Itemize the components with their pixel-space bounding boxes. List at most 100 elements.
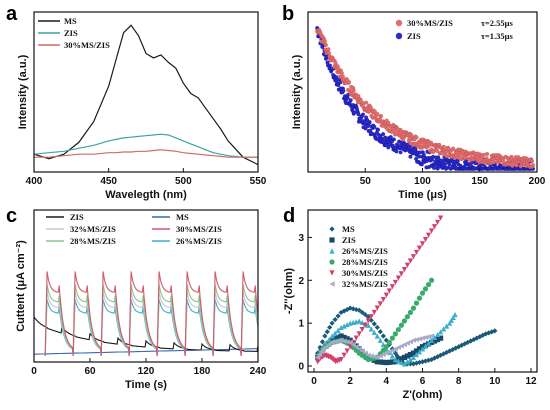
panel-d-point-32-ms-zis: [362, 350, 368, 356]
panel-d-point-ms: [347, 305, 353, 311]
panel-d-point-30-ms-zis: [404, 262, 411, 268]
panel-b-point-zis: [361, 112, 365, 117]
panel-d-point-32-ms-zis: [315, 354, 321, 361]
panel-d-frame: [307, 209, 538, 373]
panel-b-point-zis: [436, 155, 441, 160]
panel-d-point-30-ms-zis: [341, 352, 347, 358]
panel-b-point-30-ms-zis: [327, 51, 331, 56]
panel-d-point-32-ms-zis: [318, 349, 324, 355]
panel-d-point-26-ms-zis: [428, 337, 435, 343]
panel-d-point-ms: [371, 321, 377, 327]
panel-d-point-26-ms-zis: [371, 329, 377, 336]
panel-d-point-26-ms-zis: [419, 346, 426, 352]
panel-b-point-zis: [390, 143, 395, 148]
panel-d-point-30-ms-zis: [368, 314, 374, 320]
panel-d-point-26-ms-zis: [338, 324, 344, 331]
panel-d-point-30-ms-zis: [416, 245, 423, 251]
panel-d-legend-marker: [329, 270, 335, 276]
panel-d-point-30-ms-zis: [338, 356, 344, 363]
panel-b-point-30-ms-zis: [392, 128, 397, 133]
panel-b-point-zis: [348, 98, 353, 103]
panel-b-point-30-ms-zis: [326, 47, 331, 52]
panel-d-point-30-ms-zis: [425, 232, 432, 238]
panel-a-legend-label: MS: [64, 16, 77, 26]
panel-c-legend-label: 28%MS/ZIS: [70, 236, 116, 246]
panel-d-xtick-label: 2: [347, 376, 353, 387]
panel-d-ylabel: -Z''(ohm): [283, 268, 295, 314]
panel-d-point-ms: [450, 346, 456, 353]
panel-d-point-26-ms-zis: [392, 356, 398, 363]
panel-d-point-ms: [431, 355, 438, 361]
panel-d-point-30-ms-zis: [392, 279, 398, 286]
panel-c-series-30-ms-zis: [44, 271, 259, 357]
panel-d-xlabel: Z'(ohm): [403, 389, 443, 401]
panel-a-xtick-label: 550: [250, 176, 267, 187]
panel-b-xlabel: Time (μs): [398, 189, 447, 201]
panel-a-series-ms: [33, 24, 259, 166]
panel-d-point-30-ms-zis: [431, 224, 438, 230]
panel-d-legend-marker: [329, 226, 335, 232]
panel-b-legend-tau: τ=2.55μs: [481, 18, 513, 28]
panel-b-legend-marker: [395, 32, 403, 40]
panel-d-point-32-ms-zis: [371, 354, 377, 360]
panel-b-point-zis: [341, 88, 346, 93]
panel-a-xtick-label: 450: [100, 176, 117, 187]
panel-d-point-30-ms-zis: [359, 326, 365, 333]
panel-d-point-ms: [380, 333, 386, 339]
panel-d-point-32-ms-zis: [425, 334, 432, 340]
panel-b-point-30-ms-zis: [514, 163, 519, 168]
panel-d-point-28-ms-zis: [386, 339, 392, 346]
panel-d-point-30-ms-zis: [413, 249, 420, 256]
panel-d-point-30-ms-zis: [419, 241, 426, 247]
panel-b-point-30-ms-zis: [531, 163, 535, 168]
panel-d-point-ms: [407, 361, 414, 367]
panel-d-ytick-label: 3: [298, 233, 304, 244]
panel-d-ytick-label: 1: [298, 319, 304, 330]
panel-b-point-30-ms-zis: [323, 43, 328, 48]
panel-b-xtick-label: 100: [414, 176, 431, 187]
panel-b-point-30-ms-zis: [322, 39, 327, 44]
panel-d-point-26-ms-zis: [329, 333, 335, 339]
panel-b-point-30-ms-zis: [356, 94, 361, 99]
panel-b-point-zis: [376, 127, 380, 132]
panel-d-point-32-ms-zis: [365, 352, 371, 358]
panel-b-point-30-ms-zis: [414, 135, 419, 140]
panel-d-point-32-ms-zis: [329, 339, 335, 346]
panel-b-point-30-ms-zis: [379, 114, 384, 119]
panel-d-point-ms: [410, 361, 417, 367]
panel-d-point-26-ms-zis: [437, 329, 444, 335]
panel-d-xtick-label: 10: [489, 376, 501, 387]
panel-d-legend-marker: [329, 237, 335, 243]
panel-d-point-ms: [444, 349, 450, 356]
panel-c-legend-label: 32%MS/ZIS: [70, 224, 116, 234]
panel-d-point-26-ms-zis: [452, 311, 458, 318]
panel-b-point-zis: [381, 132, 386, 137]
panel-b-point-30-ms-zis: [501, 158, 506, 163]
panel-b-legend-marker: [395, 19, 403, 27]
panel-d-point-26-ms-zis: [431, 334, 438, 341]
panel-a-legend-label: ZIS: [64, 28, 78, 38]
panel-d-point-30-ms-zis: [371, 309, 377, 316]
panel-d-point-30-ms-zis: [374, 305, 380, 311]
panel-b-legend-tau: τ=1.35μs: [481, 31, 513, 41]
panel-a-legend-label: 30%MS/ZIS: [64, 40, 110, 50]
panel-a-xtick-label: 400: [26, 176, 43, 187]
panel-b-point-zis: [391, 137, 396, 142]
panel-d-point-ms: [350, 306, 356, 312]
panel-d-point-26-ms-zis: [365, 322, 371, 328]
panel-d-point-30-ms-zis: [401, 266, 408, 273]
panel-d-point-32-ms-zis: [368, 353, 374, 359]
panel-d-point-30-ms-zis: [365, 318, 371, 324]
panel-c-legend-label: MS: [176, 212, 189, 222]
panel-d-point-28-ms-zis: [380, 347, 386, 353]
panel-d-ytick-label: 2: [298, 276, 304, 287]
panel-d-point-28-ms-zis: [413, 300, 420, 306]
panel-d-point-26-ms-zis: [332, 330, 338, 336]
panel-c-xlabel: Time (s): [125, 379, 167, 391]
panel-b-point-30-ms-zis: [364, 100, 369, 105]
panel-letter-b: b: [282, 3, 294, 25]
panel-c-series-28-ms-zis: [44, 284, 259, 357]
panel-b-point-zis: [442, 162, 447, 167]
panel-d-point-26-ms-zis: [368, 326, 374, 332]
